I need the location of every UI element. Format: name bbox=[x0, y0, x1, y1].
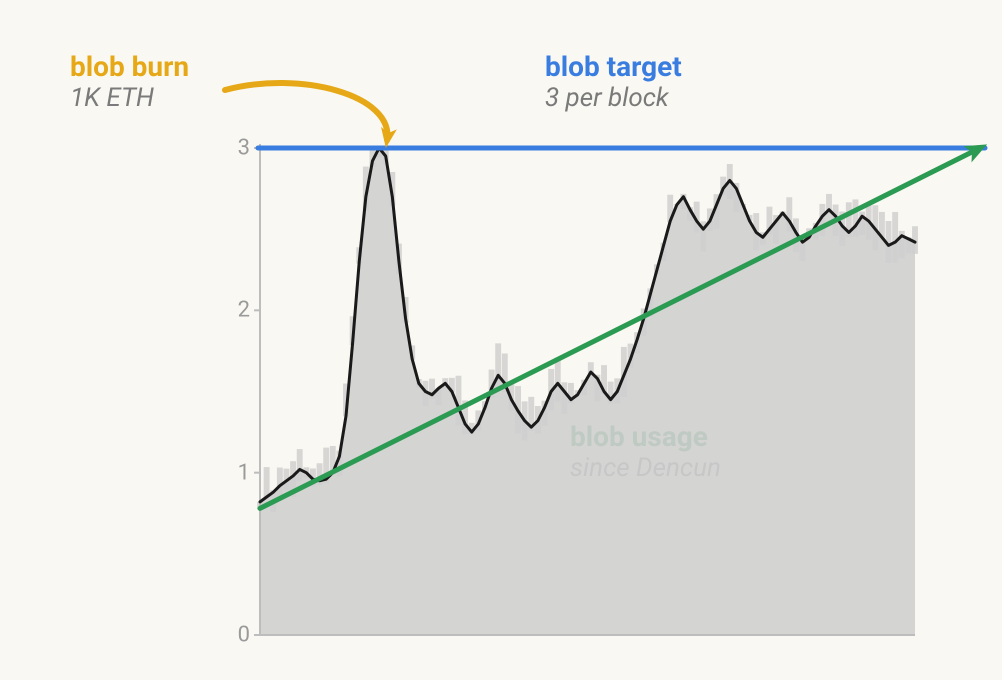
blob-usage-chart bbox=[0, 0, 1002, 680]
